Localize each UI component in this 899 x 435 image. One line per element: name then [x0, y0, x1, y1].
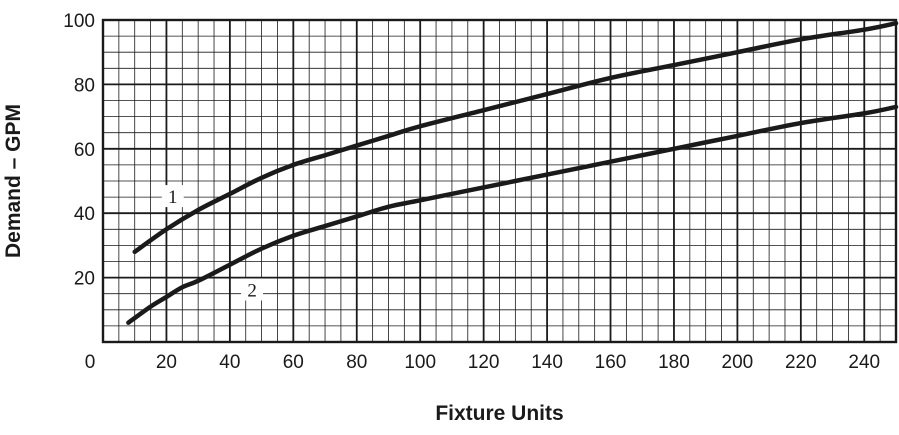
y-tick-label: 80 — [74, 75, 95, 96]
curve-label-2-bg — [241, 278, 264, 301]
curves — [126, 20, 899, 325]
x-tick-label: 160 — [595, 352, 627, 373]
x-tick-label: 80 — [346, 352, 367, 373]
x-tick-label: 0 — [85, 352, 96, 373]
x-tick-label: 200 — [722, 352, 754, 373]
curve-labels: 12 — [161, 185, 264, 301]
x-tick-label: 140 — [531, 352, 563, 373]
x-axis-title: Fixture Units — [435, 402, 563, 425]
series-2-line — [126, 104, 899, 325]
x-tick-label: 100 — [404, 352, 436, 373]
curve-label-2: 2 — [247, 280, 257, 301]
y-tick-label: 60 — [74, 140, 95, 161]
x-tick-label: 220 — [785, 352, 817, 373]
y-tick-labels: 20 40 60 80 100 — [63, 11, 95, 290]
x-tick-label: 240 — [848, 352, 880, 373]
y-tick-label: 100 — [63, 11, 95, 32]
curve-label-1: 1 — [168, 187, 178, 208]
y-tick-label: 40 — [74, 204, 95, 225]
minor-grid — [103, 20, 897, 342]
x-tick-label: 180 — [658, 352, 690, 373]
x-tick-label: 60 — [283, 352, 304, 373]
curve-label-1-bg — [161, 185, 184, 208]
y-axis-title: Demand – GPM — [2, 104, 25, 258]
series-1-line — [132, 20, 899, 255]
x-tick-label: 120 — [468, 352, 500, 373]
x-tick-label: 40 — [219, 352, 240, 373]
x-tick-labels: 0 20 40 60 80 100 120 140 160 180 200 220 240 — [85, 352, 880, 373]
x-tick-label: 20 — [156, 352, 177, 373]
plot-frame — [101, 18, 898, 344]
y-tick-label: 20 — [74, 269, 95, 290]
